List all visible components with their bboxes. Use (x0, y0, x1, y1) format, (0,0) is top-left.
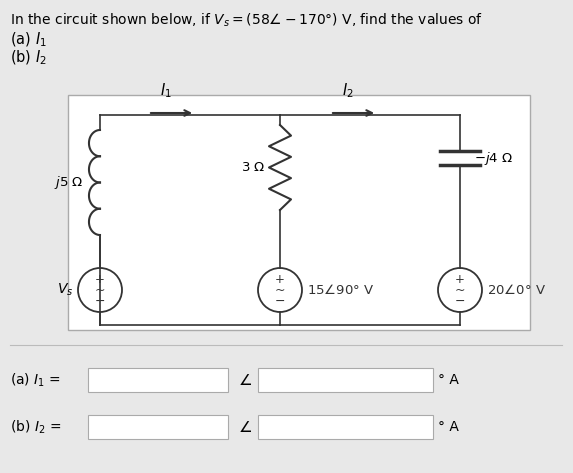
Text: (a) $I_1$: (a) $I_1$ (10, 31, 47, 49)
Text: +: + (455, 273, 465, 286)
Text: ~: ~ (274, 283, 285, 297)
Text: ° A: ° A (438, 420, 459, 434)
Text: +: + (275, 273, 285, 286)
Text: $j5\ \Omega$: $j5\ \Omega$ (54, 174, 84, 191)
Text: In the circuit shown below, if $V_s = (58\angle -170°)$ V, find the values of: In the circuit shown below, if $V_s = (5… (10, 12, 483, 29)
FancyBboxPatch shape (258, 368, 433, 392)
Text: −: − (95, 295, 105, 308)
Text: $20\angle 0°$ V: $20\angle 0°$ V (487, 283, 546, 297)
Text: (a) $I_1$ =: (a) $I_1$ = (10, 371, 61, 389)
Text: $\angle$: $\angle$ (238, 420, 252, 435)
FancyBboxPatch shape (88, 368, 228, 392)
Text: $3\ \Omega$: $3\ \Omega$ (241, 161, 265, 174)
Text: ~: ~ (455, 283, 465, 297)
Text: $-j4\ \Omega$: $-j4\ \Omega$ (474, 149, 513, 166)
Text: $V_s$: $V_s$ (57, 282, 73, 298)
Text: −: − (274, 295, 285, 308)
Text: $I_2$: $I_2$ (342, 81, 354, 100)
Text: (b) $I_2$ =: (b) $I_2$ = (10, 418, 61, 436)
Text: (b) $I_2$: (b) $I_2$ (10, 49, 47, 67)
Text: $I_1$: $I_1$ (160, 81, 172, 100)
Text: −: − (455, 295, 465, 308)
Text: ° A: ° A (438, 373, 459, 387)
Bar (68, 95, 530, 330)
Text: $\angle$: $\angle$ (238, 373, 252, 387)
FancyBboxPatch shape (258, 415, 433, 439)
Text: ~: ~ (95, 283, 105, 297)
FancyBboxPatch shape (88, 415, 228, 439)
Text: +: + (95, 273, 105, 286)
Text: $15\angle 90°$ V: $15\angle 90°$ V (307, 283, 374, 297)
